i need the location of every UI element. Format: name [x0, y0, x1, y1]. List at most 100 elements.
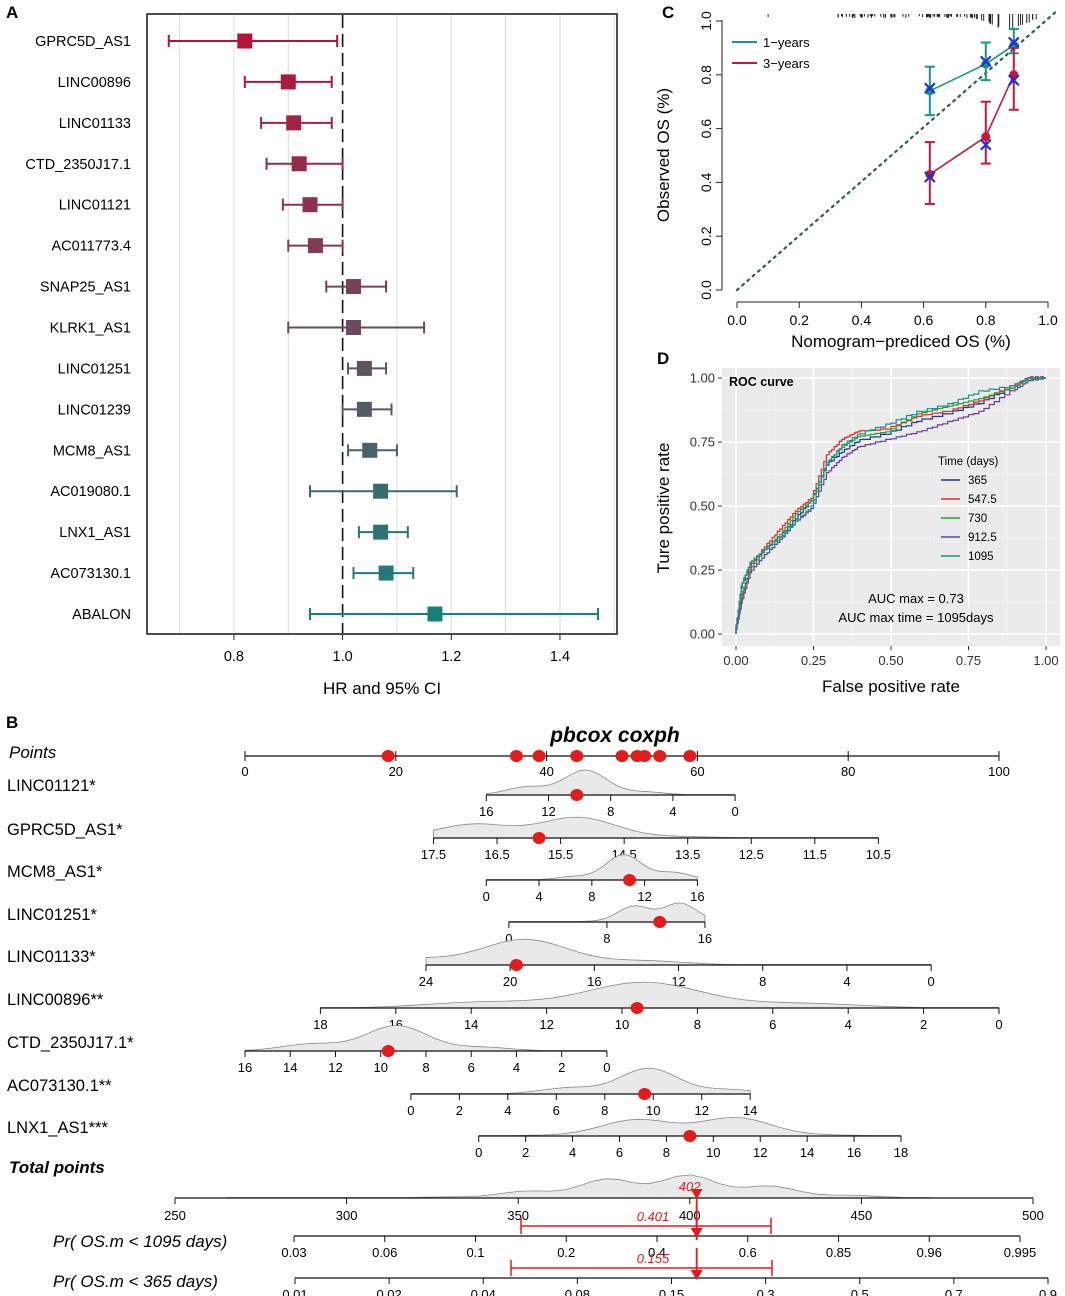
forest-hr-marker [291, 156, 307, 172]
nomogram-variable-tick-label: 4 [513, 1060, 520, 1075]
nomogram-point-marker [653, 750, 667, 762]
nomogram-total-density [226, 1174, 931, 1199]
roc-legend-title: Time (days) [938, 456, 998, 468]
nomogram-variable-marker [532, 832, 546, 844]
nomogram-variable-tick-label: 8 [422, 1060, 429, 1075]
forest-row: AC073130.1 [50, 565, 415, 582]
nomogram-variable-tick-label: 6 [553, 1103, 560, 1118]
nomogram-points-tick-label: 0 [241, 764, 248, 779]
nomogram-probability-row: Pr( OS.m < 365 days) 0.01 0.02 0.04 0.08 0.15… [53, 1248, 1057, 1296]
forest-row: LINC01121 [59, 197, 344, 214]
nomogram-variable-row: GPRC5D_AS1*17.516.515.514.513.512.511.51… [7, 816, 891, 862]
roc-x-tick-label: 1.00 [1033, 653, 1058, 668]
nomogram-variable-tick-label: 0 [475, 1145, 482, 1160]
nomogram-density [508, 902, 706, 923]
forest-x-tick-label: 1.0 [333, 649, 353, 665]
nomogram-points-tick-label: 20 [389, 764, 403, 779]
roc-x-tick-label: 0.25 [801, 653, 826, 668]
nomogram-probability-tick-label: 0.5 [851, 1287, 869, 1296]
nomogram-points-tick-label: 100 [988, 764, 1010, 779]
nomogram-density [485, 854, 698, 881]
forest-row-label: MCM8_AS1 [53, 443, 131, 459]
nomogram-variable-tick-label: 12 [541, 804, 555, 819]
nomogram-total-tick-label: 400 [679, 1208, 701, 1223]
forest-x-axis-title: HR and 95% CI [323, 679, 441, 698]
nomogram-point-marker [570, 750, 584, 762]
forest-plot-area [146, 13, 618, 635]
nomogram-variable-marker [638, 1088, 652, 1100]
nomogram-variable-label: LINC01121* [7, 777, 96, 795]
ideal-diagonal [735, 8, 1060, 292]
roc-curve-1095 [735, 377, 1046, 634]
panel-c-calibration-plot: C 0.0 0.0 0.2 0.2 0.4 0.4 0.6 0.6 0.8 0.8 1.0 1.0 1… [654, 3, 1060, 351]
forest-row: AC019080.1 [50, 483, 458, 500]
forest-row-label: AC019080.1 [50, 484, 131, 500]
nomogram-variable-tick-label: 10 [646, 1103, 660, 1118]
nomogram-probability-tick-label: 0.03 [281, 1245, 306, 1260]
nomogram-density [425, 938, 932, 966]
nomogram-probability-tick-label: 0.995 [1004, 1245, 1037, 1260]
nomogram-variable-tick-label: 12 [637, 889, 651, 904]
calibration-y-tick-label: 1.0 [698, 11, 714, 31]
nomogram-variable-row: MCM8_AS1* 0 4 8 12 16 [7, 854, 705, 904]
nomogram-variable-tick-label: 10 [706, 1145, 720, 1160]
nomogram-variable-label: LINC01251* [7, 906, 97, 924]
forest-x-tick-label: 1.2 [441, 649, 461, 665]
nomogram-probability-tick-label: 0.96 [917, 1245, 942, 1260]
forest-row: LNX1_AS1 [59, 524, 409, 541]
nomogram-point-marker [683, 750, 697, 762]
forest-hr-marker [373, 483, 389, 499]
panel-c-letter: C [662, 3, 674, 22]
nomogram-variable-tick-label: 0 [603, 1060, 610, 1075]
forest-row: ABALON [72, 606, 599, 623]
calibration-x-tick-label: 1.0 [1038, 312, 1058, 328]
panel-a-letter: A [6, 3, 18, 22]
calibration-y-tick-label: 0.0 [698, 280, 714, 300]
nomogram-variable-tick-label: 0 [483, 889, 490, 904]
nomogram-points-axis: Points 0 20 40 60 80 100 [9, 743, 1010, 779]
calibration-y-tick-label: 0.4 [698, 172, 714, 192]
legend-label-3y: 3−years [763, 56, 810, 71]
nomogram-probability-tick-label: 0.08 [565, 1287, 590, 1296]
auc-time-text: AUC max time = 1095days [839, 610, 994, 625]
calibration-point [981, 59, 991, 69]
forest-row-label: CTD_2350J17.1 [25, 157, 131, 173]
nomogram-variable-label: AC073130.1** [7, 1077, 112, 1095]
nomogram-probability-tick-label: 0.7 [945, 1287, 963, 1296]
forest-row-label: LINC01133 [59, 116, 131, 132]
nomogram-variable-tick-label: 4 [569, 1145, 576, 1160]
nomogram-variable-tick-label: 14 [283, 1060, 297, 1075]
nomogram-variable-label: GPRC5D_AS1* [7, 821, 123, 839]
nomogram-density [433, 816, 879, 839]
nomogram-variable-tick-label: 16.5 [484, 847, 509, 862]
roc-legend-label: 730 [968, 513, 987, 525]
roc-x-axis-title: False positive rate [822, 677, 960, 696]
nomogram-probability-tick-label: 0.15 [659, 1287, 684, 1296]
nomogram-total-tick-label: 300 [336, 1208, 358, 1223]
nomogram-variable-tick-label: 16 [690, 889, 704, 904]
calibration-x-tick-label: 0.8 [976, 312, 996, 328]
nomogram-probability-marker [690, 1270, 703, 1280]
forest-row: MCM8_AS1 [53, 442, 398, 459]
nomogram-variable-tick-label: 18 [313, 1017, 327, 1032]
nomogram-variable-tick-label: 14 [800, 1145, 814, 1160]
roc-legend-label: 912.5 [968, 532, 997, 544]
nomogram-variable-tick-label: 2 [522, 1145, 529, 1160]
nomogram-probability-tick-label: 0.4 [648, 1245, 666, 1260]
forest-row: LINC01239 [58, 401, 393, 418]
nomogram-variable-tick-label: 2 [456, 1103, 463, 1118]
nomogram-variable-tick-label: 16 [847, 1145, 861, 1160]
roc-y-tick-label: 0.00 [690, 627, 715, 642]
nomogram-density [320, 981, 1000, 1009]
forest-hr-marker [345, 320, 361, 335]
nomogram-variable-tick-label: 2 [558, 1060, 565, 1075]
calibration-x-tick-label: 0.6 [914, 312, 934, 328]
calibration-point [981, 132, 991, 142]
nomogram-title: pbcox coxph [549, 724, 680, 747]
nomogram-variable-tick-label: 6 [616, 1145, 623, 1160]
nomogram-variable-tick-label: 10 [373, 1060, 387, 1075]
roc-legend-label: 365 [968, 475, 987, 487]
nomogram-variable-row: AC073130.1** 0 2 4 6 8 10 12 14 [7, 1067, 757, 1118]
nomogram-variable-marker [653, 916, 667, 928]
nomogram-variable-label: LINC00896** [7, 991, 104, 1009]
